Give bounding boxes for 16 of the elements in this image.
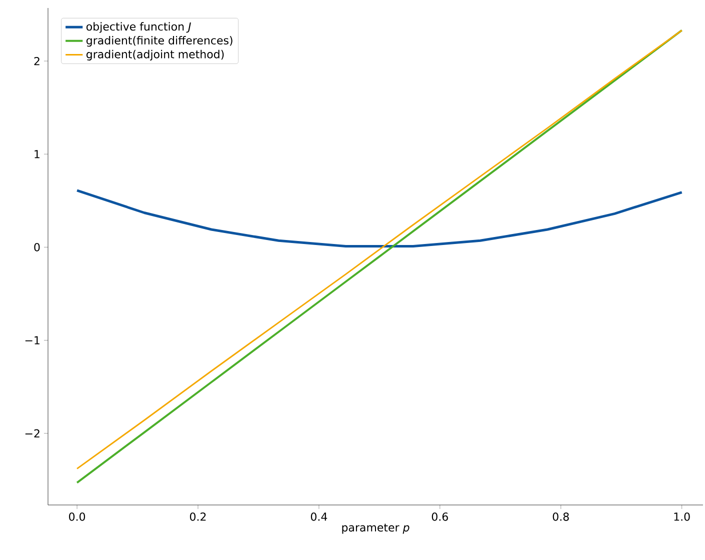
y-tick-label: 1	[34, 150, 40, 158]
legend-label: objective function J	[86, 22, 191, 33]
line-series	[76, 189, 684, 248]
y-tick-label: 0	[34, 243, 40, 252]
y-tick-label: −2	[25, 429, 40, 438]
y-tick-label: 2	[34, 56, 40, 66]
legend-label: gradient(finite differences)	[86, 36, 232, 47]
x-tick-label: 0.0	[69, 512, 86, 521]
x-tick-label: 0.8	[552, 512, 569, 521]
x-tick-label: 0.2	[190, 512, 206, 521]
x-tick-label: 1.0	[674, 512, 690, 521]
x-tick-label: 0.4	[310, 512, 328, 521]
x-axis-title: parameter p	[342, 524, 410, 534]
y-tick-label: −1	[25, 336, 40, 344]
x-tick-label: 0.6	[432, 512, 448, 521]
legend-label: gradient(adjoint method)	[86, 50, 224, 60]
